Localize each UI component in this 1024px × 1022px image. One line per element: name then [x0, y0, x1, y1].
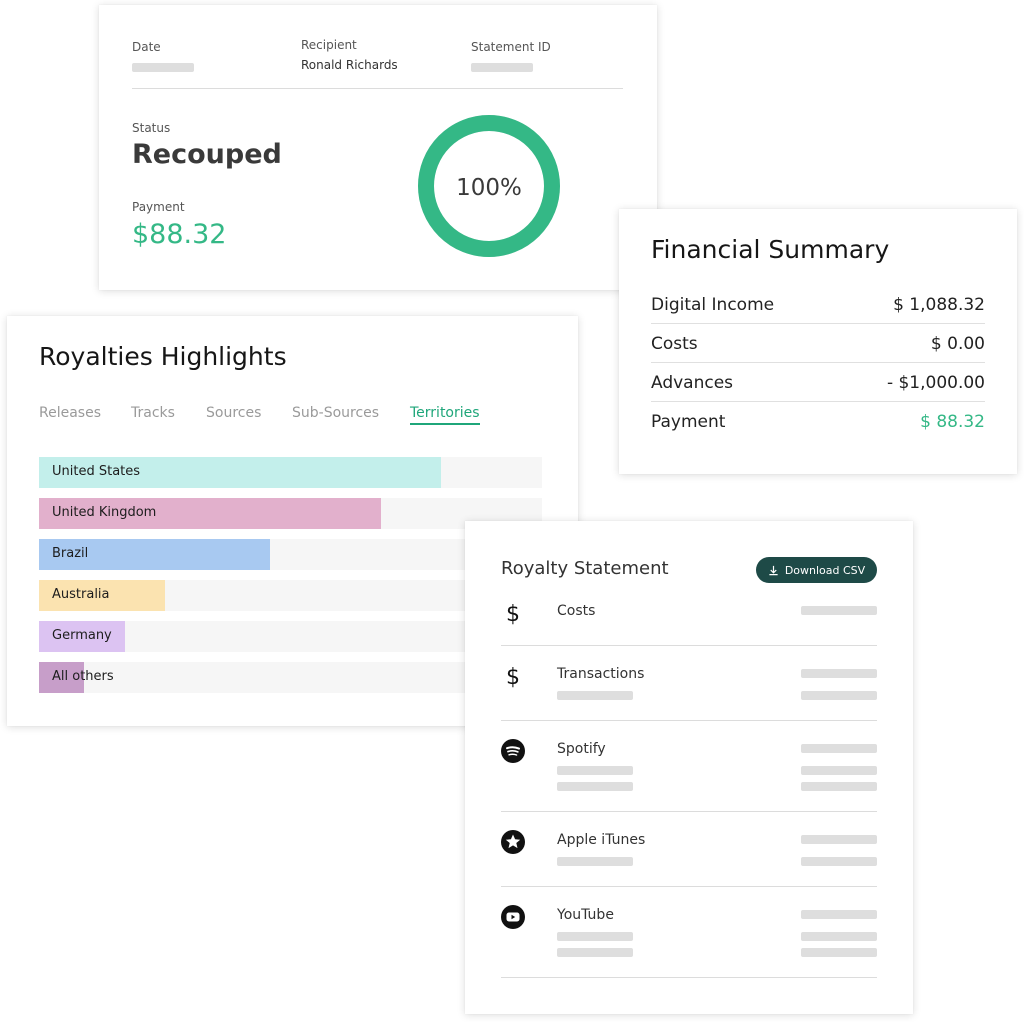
- spotify-icon: [501, 739, 525, 763]
- statement-row-name: Apple iTunes: [557, 832, 646, 848]
- territory-bar: Brazil: [39, 539, 542, 570]
- svg-text:$: $: [506, 665, 520, 688]
- tab-releases[interactable]: Releases: [39, 405, 101, 421]
- territory-bar-fill: [39, 580, 165, 611]
- recoup-percent-label: 100%: [456, 175, 522, 201]
- financial-summary-title: Financial Summary: [651, 235, 890, 264]
- summary-row-value: $ 0.00: [930, 334, 985, 354]
- summary-row-value: - $1,000.00: [886, 373, 985, 393]
- summary-row-costs: Costs $ 0.00: [651, 324, 985, 363]
- territory-bar-fill: [39, 621, 125, 652]
- download-csv-button[interactable]: Download CSV: [756, 557, 877, 583]
- payment-value: $88.32: [132, 219, 227, 250]
- amount-placeholder: [801, 782, 877, 791]
- statement-row-name: YouTube: [557, 907, 614, 923]
- amount-placeholder: [801, 766, 877, 775]
- amount-placeholder: [801, 835, 877, 844]
- tab-territories[interactable]: Territories: [410, 405, 480, 425]
- royalties-highlights-title: Royalties Highlights: [39, 342, 287, 371]
- payment-label: Payment: [132, 200, 185, 214]
- territory-label: United Kingdom: [52, 505, 157, 520]
- statement-status-card: Date Recipient Ronald Richards Statement…: [99, 5, 657, 290]
- row-divider: [501, 811, 877, 812]
- download-icon: [769, 565, 778, 575]
- territory-label: Brazil: [52, 546, 89, 561]
- summary-row-label: Costs: [651, 334, 698, 354]
- status-value: Recouped: [132, 139, 282, 170]
- recipient-value: Ronald Richards: [301, 58, 398, 72]
- amount-placeholder: [801, 932, 877, 941]
- territory-bar-fill: [39, 498, 382, 529]
- youtube-icon: [501, 905, 525, 929]
- row-divider: [501, 645, 877, 646]
- statement-row-spotify[interactable]: Spotify: [501, 737, 877, 812]
- territory-label: Germany: [52, 628, 112, 643]
- detail-placeholder: [557, 948, 633, 957]
- amount-placeholder: [801, 948, 877, 957]
- statement-id-placeholder: [471, 63, 533, 72]
- detail-placeholder: [557, 857, 633, 866]
- territory-label: Australia: [52, 587, 110, 602]
- territory-label: All others: [52, 669, 114, 684]
- territory-bar-fill: [39, 457, 442, 488]
- territory-bar-fill: [39, 662, 85, 693]
- date-label: Date: [132, 40, 161, 54]
- summary-row-payment: Payment $ 88.32: [651, 402, 985, 441]
- statement-id-label: Statement ID: [471, 40, 551, 54]
- row-divider: [501, 720, 877, 721]
- summary-row-value: $ 88.32: [920, 412, 985, 432]
- summary-row-digital-income: Digital Income $ 1,088.32: [651, 285, 985, 324]
- territory-label: United States: [52, 464, 141, 479]
- statement-row-transactions[interactable]: $ Transactions: [501, 662, 877, 721]
- dollar-icon: $: [506, 602, 520, 625]
- amount-placeholder: [801, 669, 877, 678]
- amount-placeholder: [801, 691, 877, 700]
- download-csv-label: Download CSV: [784, 563, 866, 577]
- star-icon: [501, 830, 525, 854]
- summary-row-advances: Advances - $1,000.00: [651, 363, 985, 402]
- detail-placeholder: [557, 782, 633, 791]
- date-placeholder: [132, 63, 194, 72]
- tab-sub-sources[interactable]: Sub-Sources: [292, 405, 380, 421]
- statement-row-name: Transactions: [557, 666, 645, 682]
- detail-placeholder: [557, 932, 633, 941]
- royalty-statement-title: Royalty Statement: [501, 558, 669, 579]
- summary-row-label: Payment: [651, 412, 726, 432]
- row-divider: [501, 977, 877, 978]
- summary-row-value: $ 1,088.32: [893, 295, 985, 315]
- statement-row-youtube[interactable]: YouTube: [501, 903, 877, 978]
- territory-bar: Australia: [39, 580, 542, 611]
- statement-row-apple-itunes[interactable]: Apple iTunes: [501, 828, 877, 887]
- territory-bar: United Kingdom: [39, 498, 542, 529]
- territory-bar: All others: [39, 662, 542, 693]
- amount-placeholder: [801, 857, 877, 866]
- recoup-progress-ring: 100%: [418, 115, 560, 257]
- territory-bar: Germany: [39, 621, 542, 652]
- detail-placeholder: [557, 766, 633, 775]
- financial-summary-card: Financial Summary Digital Income $ 1,088…: [619, 209, 1017, 474]
- svg-text:$: $: [506, 602, 520, 625]
- amount-placeholder: [801, 606, 877, 615]
- statement-row-name: Costs: [557, 603, 596, 619]
- tab-tracks[interactable]: Tracks: [131, 405, 175, 421]
- territory-bar-fill: [39, 539, 271, 570]
- summary-row-label: Digital Income: [651, 295, 775, 315]
- dollar-icon: $: [506, 665, 520, 688]
- ring-progress-arc: [418, 115, 560, 257]
- tab-sources[interactable]: Sources: [206, 405, 262, 421]
- header-divider: [132, 88, 623, 89]
- status-label: Status: [132, 121, 171, 135]
- statement-row-costs[interactable]: $ Costs: [501, 599, 877, 646]
- detail-placeholder: [557, 691, 633, 700]
- statement-row-name: Spotify: [557, 741, 606, 757]
- amount-placeholder: [801, 744, 877, 753]
- royalty-statement-card: Royalty Statement Download CSV $ Costs $…: [465, 521, 913, 1014]
- recipient-label: Recipient: [301, 38, 357, 52]
- territory-bar: United States: [39, 457, 542, 488]
- summary-row-label: Advances: [651, 373, 734, 393]
- row-divider: [501, 886, 877, 887]
- amount-placeholder: [801, 910, 877, 919]
